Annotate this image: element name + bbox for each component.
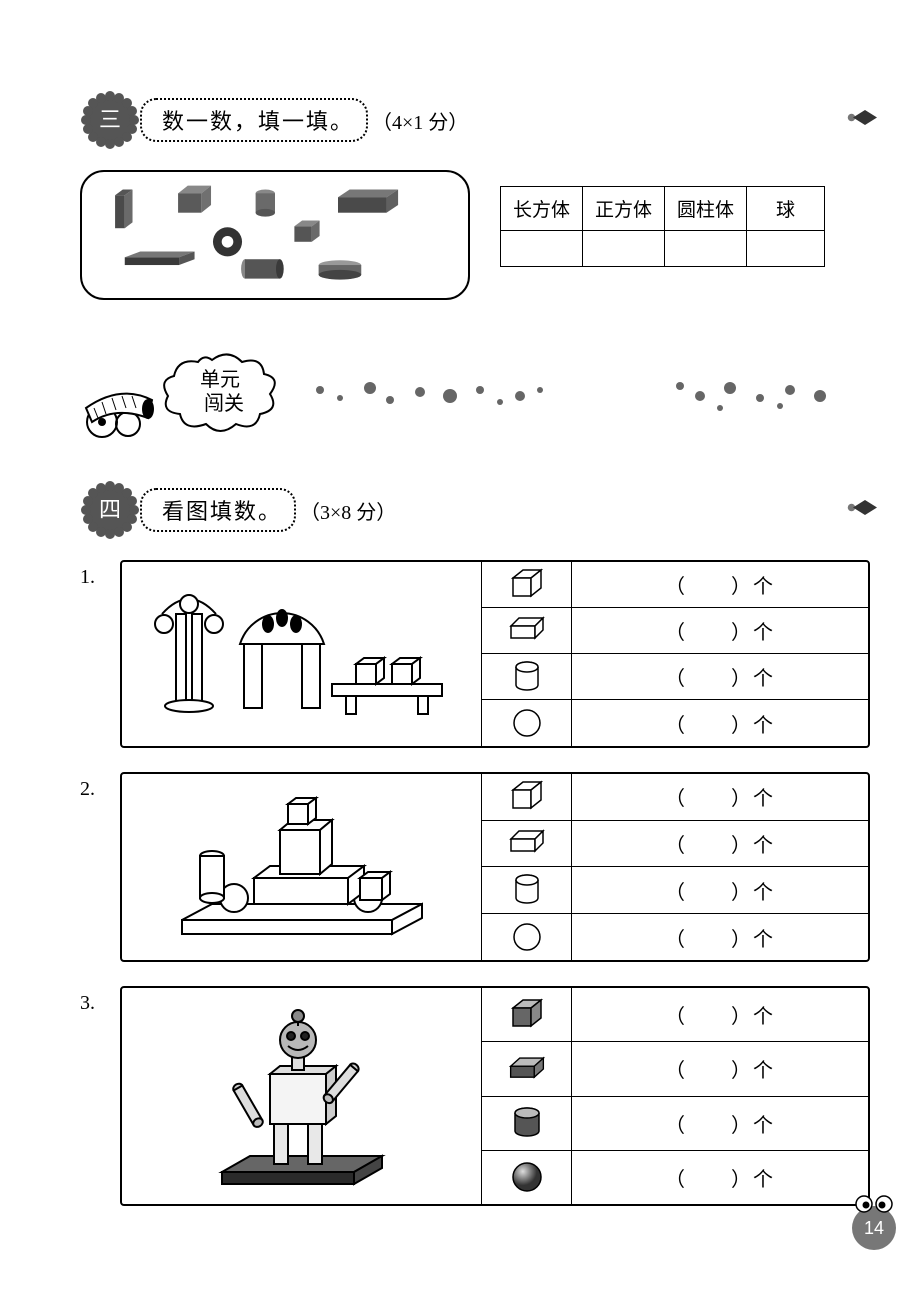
q3-table-input-row xyxy=(501,231,825,267)
section-4-title: 看图填数。 xyxy=(162,499,282,524)
q4-1-fill-0[interactable]: （ ）个 xyxy=(572,570,868,599)
q4-num-1: 1. xyxy=(80,560,120,589)
cube-icon xyxy=(482,562,572,607)
q4-3-row-sphere: （ ）个 xyxy=(482,1151,868,1204)
q4-2-row-cuboid: （ ）个 xyxy=(482,821,868,868)
q4-1-fill-3[interactable]: （ ）个 xyxy=(572,709,868,738)
q4-2-fill-3[interactable]: （ ）个 xyxy=(572,923,868,952)
q4-3-fill-1[interactable]: （ ）个 xyxy=(572,1054,868,1083)
q4-2-row-sphere: （ ）个 xyxy=(482,914,868,960)
q4-3-row-cuboid: （ ）个 xyxy=(482,1042,868,1096)
q4-box-3: （ ）个 （ ）个 （ ）个 （ ）个 xyxy=(120,986,870,1206)
q4-3-row-cylinder: （ ）个 xyxy=(482,1097,868,1151)
q4-item-2: 2. xyxy=(80,772,870,962)
cuboid-shaded-icon xyxy=(482,1042,572,1095)
sphere-icon xyxy=(482,914,572,960)
cylinder-icon xyxy=(482,654,572,699)
page-number-text: 14 xyxy=(864,1218,884,1238)
q4-num-3: 3. xyxy=(80,986,120,1015)
q3-th-0: 长方体 xyxy=(501,187,583,231)
q4-2-fill-0[interactable]: （ ）个 xyxy=(572,782,868,811)
q4-2-row-cylinder: （ ）个 xyxy=(482,867,868,914)
badge-3-text: 三 xyxy=(99,107,121,132)
q4-box-2: （ ）个 （ ）个 （ ）个 （ ）个 xyxy=(120,772,870,962)
section-4-points: （3×8 分） xyxy=(300,496,396,525)
q4-1-row-cube: （ ）个 xyxy=(482,562,868,608)
q4-3-fill-3[interactable]: （ ）个 xyxy=(572,1163,868,1192)
section-3-header: 三 数一数，填一填。 （4×1 分） xyxy=(80,90,870,150)
section-3-title-wrap: 数一数，填一填。 xyxy=(140,98,368,142)
q4-1-row-cuboid: （ ）个 xyxy=(482,608,868,654)
cylinder-shaded-icon xyxy=(482,1097,572,1150)
page-number-badge: 14 xyxy=(846,1190,902,1252)
q4-picture-1 xyxy=(122,562,482,746)
q3-row: 长方体 正方体 圆柱体 球 xyxy=(80,170,870,300)
q4-1-fill-2[interactable]: （ ）个 xyxy=(572,662,868,691)
q3-cell-0[interactable] xyxy=(501,231,583,267)
cylinder-icon xyxy=(482,867,572,913)
q4-item-1: 1. xyxy=(80,560,870,748)
cube-icon xyxy=(482,774,572,820)
q4-picture-2 xyxy=(122,774,482,960)
q4-num-2: 2. xyxy=(80,772,120,801)
section-4-badge: 四 xyxy=(80,480,140,540)
section-4-deco xyxy=(844,496,880,525)
section-3-title: 数一数，填一填。 xyxy=(162,109,354,134)
q3-th-3: 球 xyxy=(747,187,825,231)
q4-3-row-cube: （ ）个 xyxy=(482,988,868,1042)
q4-answers-3: （ ）个 （ ）个 （ ）个 （ ）个 xyxy=(482,988,868,1204)
q3-cell-2[interactable] xyxy=(665,231,747,267)
cube-shaded-icon xyxy=(482,988,572,1041)
q4-1-row-cylinder: （ ）个 xyxy=(482,654,868,700)
cuboid-icon xyxy=(482,821,572,867)
section-3-badge: 三 xyxy=(80,90,140,150)
q4-3-fill-2[interactable]: （ ）个 xyxy=(572,1109,868,1138)
q4-2-fill-1[interactable]: （ ）个 xyxy=(572,829,868,858)
worksheet-page: 三 数一数，填一填。 （4×1 分） xyxy=(0,0,920,1270)
q4-1-fill-1[interactable]: （ ）个 xyxy=(572,616,868,645)
q4-3-fill-0[interactable]: （ ）个 xyxy=(572,1000,868,1029)
q4-item-3: 3. xyxy=(80,986,870,1206)
sphere-shaded-icon xyxy=(482,1151,572,1204)
q4-2-fill-2[interactable]: （ ）个 xyxy=(572,876,868,905)
q3-table-header-row: 长方体 正方体 圆柱体 球 xyxy=(501,187,825,231)
q3-cell-3[interactable] xyxy=(747,231,825,267)
q4-answers-2: （ ）个 （ ）个 （ ）个 （ ）个 xyxy=(482,774,868,960)
q4-picture-3 xyxy=(122,988,482,1204)
section-4-header: 四 看图填数。 （3×8 分） xyxy=(80,480,870,540)
q3-th-2: 圆柱体 xyxy=(665,187,747,231)
q4-2-row-cube: （ ）个 xyxy=(482,774,868,821)
q3-shapes-box xyxy=(80,170,470,300)
q4-box-1: （ ）个 （ ）个 （ ）个 （ ）个 xyxy=(120,560,870,748)
section-3-deco xyxy=(844,106,880,135)
unit-line1: 单元 xyxy=(200,368,240,391)
unit-divider: 单元 闯关 xyxy=(80,350,870,440)
sphere-icon xyxy=(482,700,572,746)
cuboid-icon xyxy=(482,608,572,653)
unit-line2: 闯关 xyxy=(204,392,244,415)
q3-cell-1[interactable] xyxy=(583,231,665,267)
q4-1-row-sphere: （ ）个 xyxy=(482,700,868,746)
q4-answers-1: （ ）个 （ ）个 （ ）个 （ ）个 xyxy=(482,562,868,746)
section-4-title-wrap: 看图填数。 xyxy=(140,488,296,532)
q3-th-1: 正方体 xyxy=(583,187,665,231)
svg-text:四: 四 xyxy=(99,497,121,522)
section-3-points: （4×1 分） xyxy=(372,106,468,135)
q3-table: 长方体 正方体 圆柱体 球 xyxy=(500,186,825,267)
